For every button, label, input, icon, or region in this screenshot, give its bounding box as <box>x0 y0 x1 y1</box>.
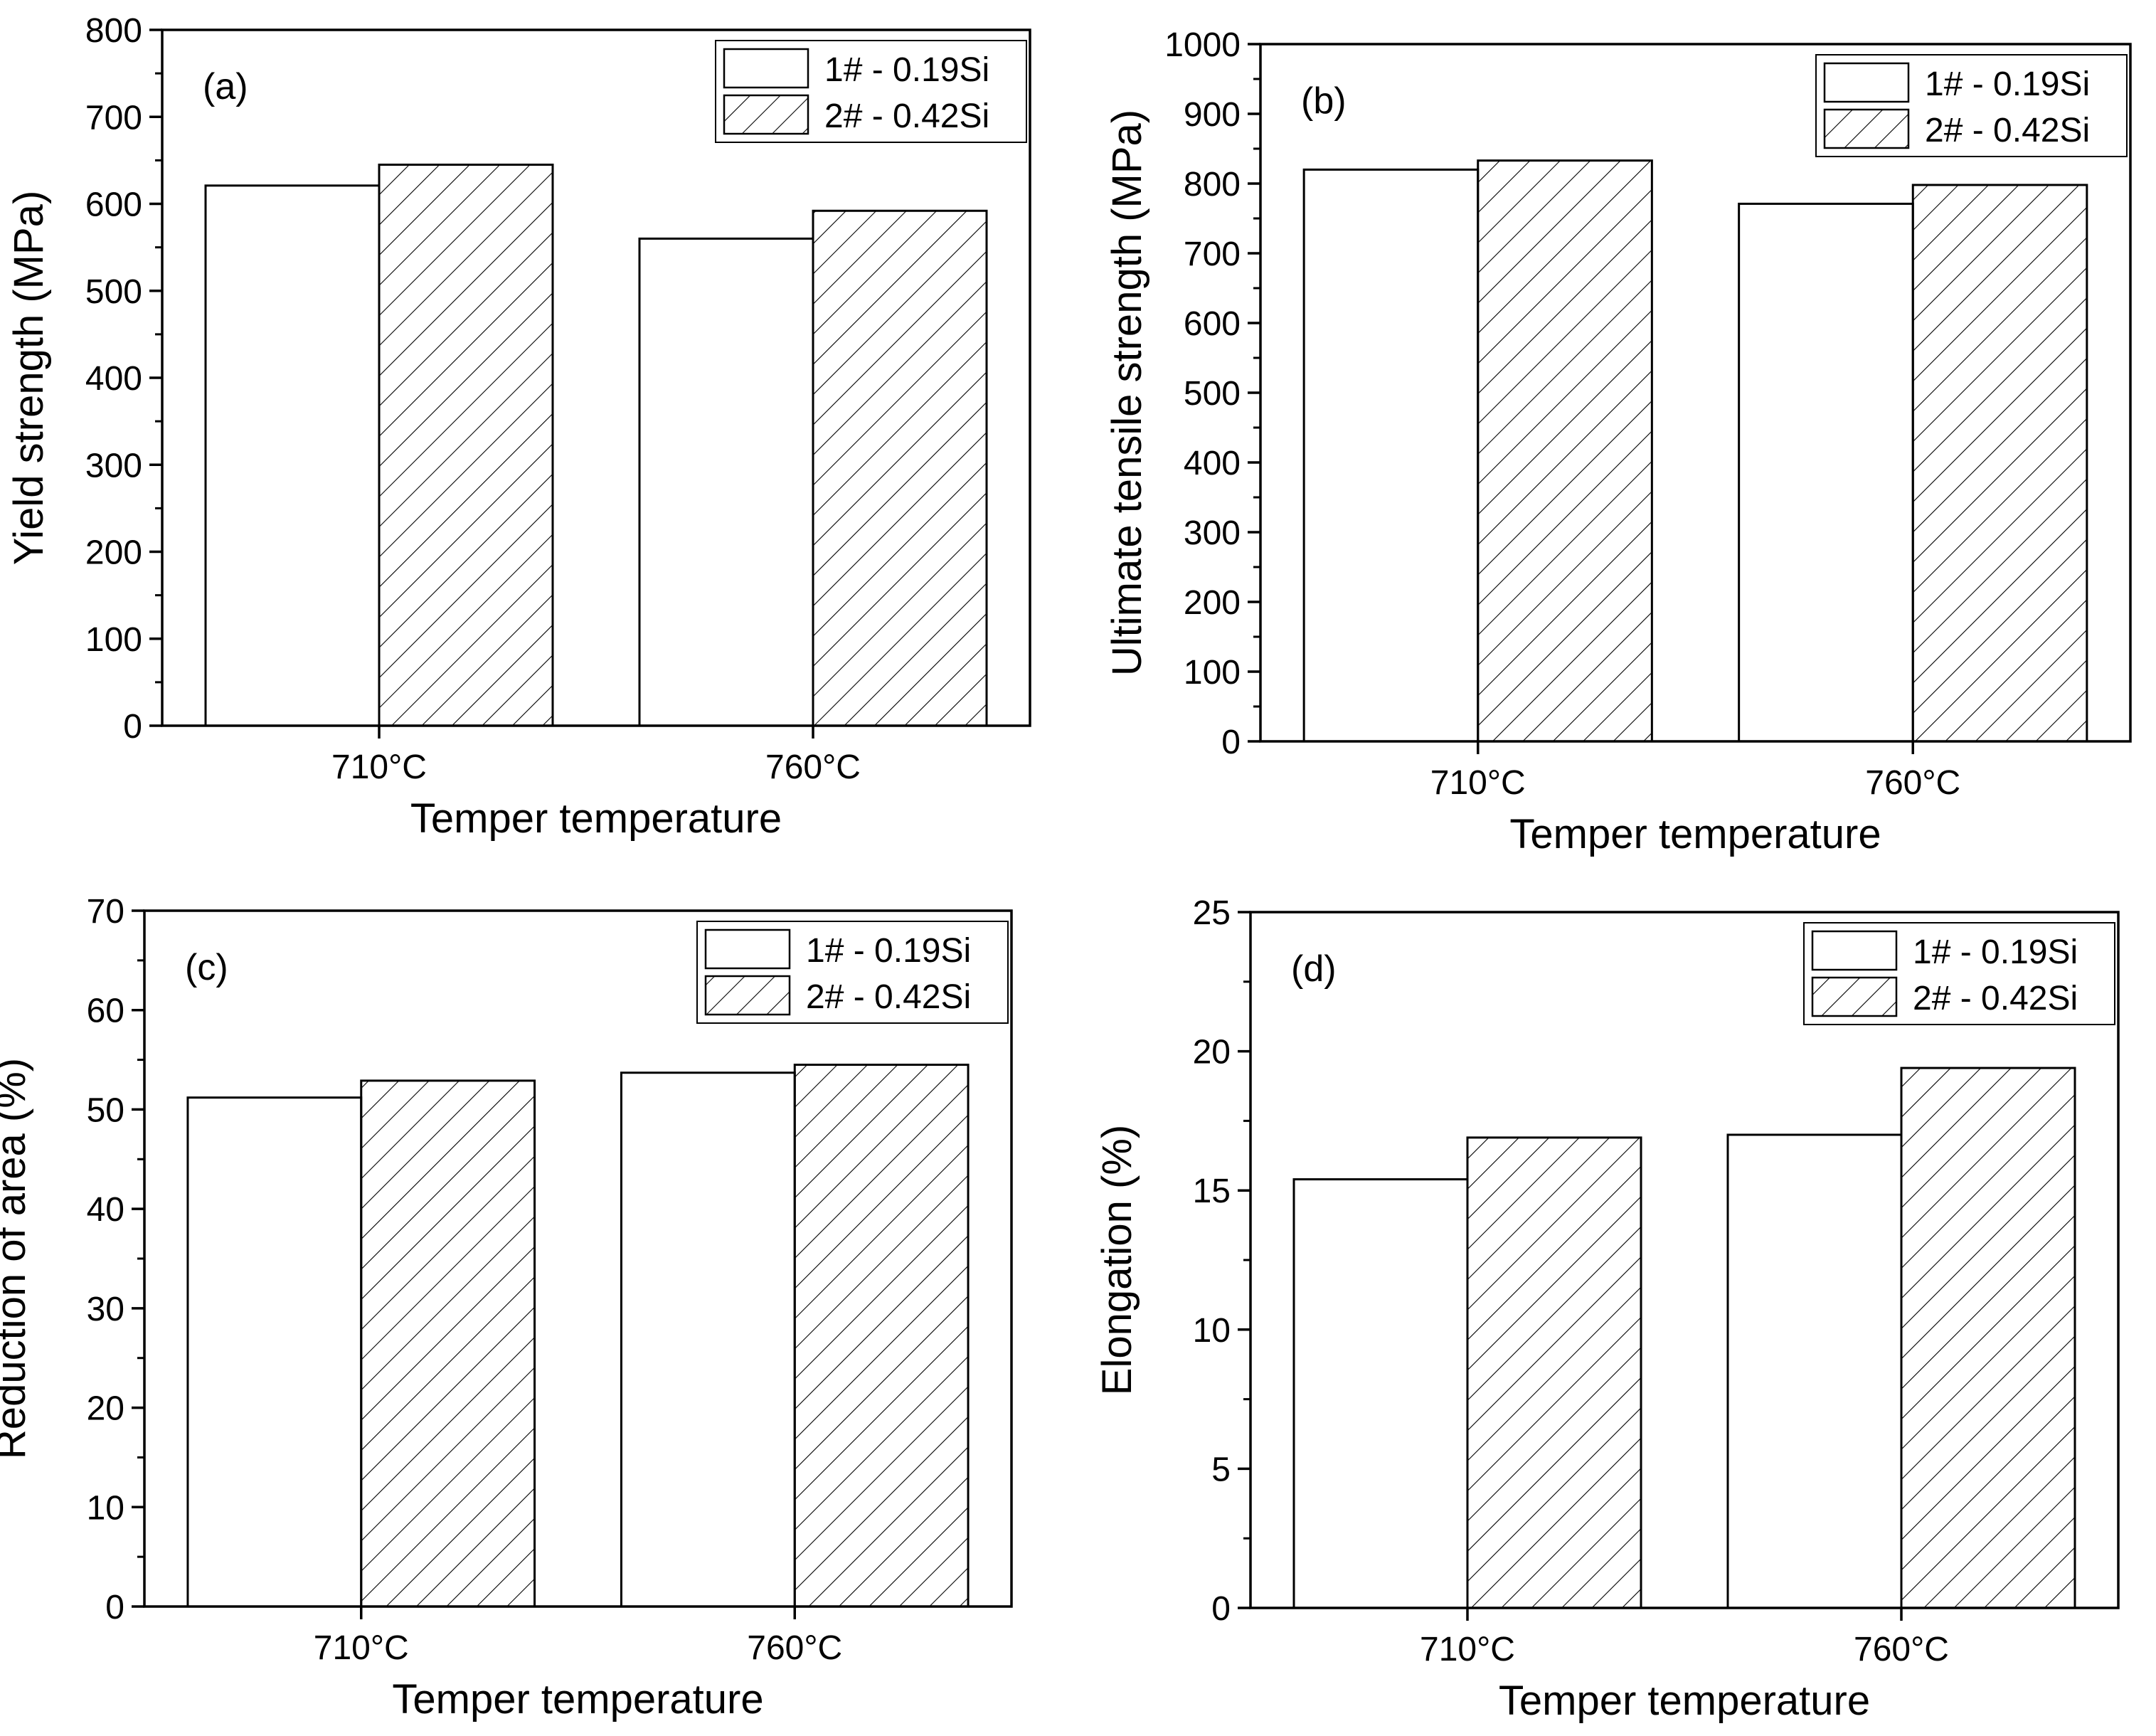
chart-panel-b: 0 100 200 300 400 500 600 700 800 900 1000 710°C 760… <box>1104 26 2132 857</box>
legend-label-1: 1# - 0.19Si <box>1925 65 2090 103</box>
legend-label-2: 2# - 0.42Si <box>806 978 971 1016</box>
bar-1# - 0.19Si-760°C <box>1738 202 1914 743</box>
bar-1# - 0.19Si-710°C <box>1302 168 1480 743</box>
x-tick-label: 710°C <box>331 748 427 786</box>
y-tick-label: 1000 <box>1164 26 1241 64</box>
y-tick-label: 20 <box>87 1390 124 1428</box>
y-tick-label: 30 <box>87 1291 124 1328</box>
y-tick-label: 50 <box>87 1091 124 1129</box>
y-tick-label: 40 <box>87 1191 124 1229</box>
y-axis-label: Ultimate tensile strength (MPa) <box>1104 110 1150 676</box>
bar-2# - 0.42Si-760°C <box>793 1064 970 1608</box>
x-axis-label: Temper temperature <box>392 1676 763 1722</box>
y-tick-label: 400 <box>85 360 142 398</box>
y-tick-label: 20 <box>1193 1034 1231 1071</box>
legend-label-2: 2# - 0.42Si <box>1925 112 2090 149</box>
legend: 1# - 0.19Si 2# - 0.42Si <box>715 40 1027 143</box>
y-tick-label: 600 <box>1184 305 1241 343</box>
bar-2# - 0.42Si-710°C <box>1466 1136 1642 1609</box>
chart-panel-c: 0 10 20 30 40 50 60 70 710°C 760°C Temper temperat… <box>0 893 1013 1722</box>
y-tick-label: 500 <box>85 273 142 311</box>
bar-1# - 0.19Si-760°C <box>1726 1133 1903 1609</box>
bar-1# - 0.19Si-760°C <box>620 1071 796 1608</box>
y-tick-label: 800 <box>1184 166 1241 203</box>
y-tick-label: 100 <box>85 621 142 659</box>
x-tick-label: 760°C <box>765 748 861 786</box>
bar-1# - 0.19Si-760°C <box>638 237 814 727</box>
x-axis-label: Temper temperature <box>410 795 782 842</box>
legend-swatch-2 <box>1823 108 1910 149</box>
y-tick-label: 700 <box>85 99 142 137</box>
legend-label-2: 2# - 0.42Si <box>824 97 989 135</box>
panel-label: (d) <box>1291 948 1337 990</box>
legend-swatch-1 <box>704 928 791 970</box>
panel-label: (c) <box>185 947 228 988</box>
y-tick-label: 25 <box>1193 894 1231 932</box>
y-tick-label: 10 <box>1193 1312 1231 1350</box>
y-tick-label: 15 <box>1193 1173 1231 1210</box>
y-tick-label: 100 <box>1184 654 1241 692</box>
legend-swatch-2 <box>704 975 791 1016</box>
y-axis-label: Reduction of area (%) <box>0 1058 34 1459</box>
y-tick-label: 0 <box>123 708 142 746</box>
y-tick-label: 60 <box>87 993 124 1030</box>
y-tick-label: 5 <box>1211 1451 1231 1488</box>
legend-label-1: 1# - 0.19Si <box>824 51 989 89</box>
chart-panel-a: 0 100 200 300 400 500 600 700 800 710°C 760°C Tempe… <box>6 12 1031 842</box>
bar-2# - 0.42Si-760°C <box>1900 1067 2076 1609</box>
legend-swatch-2 <box>723 94 809 135</box>
legend-label-1: 1# - 0.19Si <box>806 932 971 970</box>
x-tick-label: 760°C <box>747 1629 842 1667</box>
y-tick-label: 200 <box>1184 584 1241 622</box>
bar-1# - 0.19Si-710°C <box>1292 1178 1469 1609</box>
y-tick-label: 200 <box>85 534 142 572</box>
legend: 1# - 0.19Si 2# - 0.42Si <box>696 921 1009 1024</box>
chart-panel-d: 0 5 10 15 20 25 710°C 760°C Temper temperature El… <box>1094 894 2120 1724</box>
bar-2# - 0.42Si-710°C <box>1477 159 1653 743</box>
y-tick-label: 0 <box>1221 724 1241 761</box>
panel-label: (a) <box>203 66 248 107</box>
y-tick-label: 70 <box>87 893 124 931</box>
bar-2# - 0.42Si-710°C <box>360 1079 536 1608</box>
bar-1# - 0.19Si-710°C <box>204 184 381 727</box>
y-tick-label: 800 <box>85 12 142 50</box>
bar-2# - 0.42Si-760°C <box>1911 184 2088 743</box>
bar-2# - 0.42Si-710°C <box>378 163 554 727</box>
y-tick-label: 600 <box>85 186 142 224</box>
y-tick-label: 400 <box>1184 445 1241 482</box>
panel-label: (b) <box>1301 80 1347 122</box>
y-tick-label: 900 <box>1184 96 1241 134</box>
legend-swatch-1 <box>1811 930 1898 971</box>
y-tick-label: 0 <box>105 1589 124 1626</box>
x-tick-label: 710°C <box>314 1629 409 1667</box>
y-axis-label: Elongation (%) <box>1094 1125 1140 1395</box>
y-tick-label: 700 <box>1184 235 1241 273</box>
y-tick-label: 500 <box>1184 375 1241 413</box>
x-tick-label: 760°C <box>1854 1631 1949 1668</box>
x-tick-label: 710°C <box>1430 764 1526 802</box>
y-tick-label: 300 <box>1184 514 1241 552</box>
legend-swatch-2 <box>1811 976 1898 1017</box>
legend-label-2: 2# - 0.42Si <box>1913 980 2078 1017</box>
legend-label-1: 1# - 0.19Si <box>1913 933 2078 971</box>
x-axis-label: Temper temperature <box>1509 811 1881 857</box>
x-tick-label: 760°C <box>1865 764 1960 802</box>
y-tick-label: 300 <box>85 447 142 485</box>
legend: 1# - 0.19Si 2# - 0.42Si <box>1803 922 2115 1025</box>
legend-swatch-1 <box>723 48 809 89</box>
y-axis-label: Yield strength (MPa) <box>6 191 52 566</box>
x-axis-label: Temper temperature <box>1499 1678 1870 1724</box>
legend-swatch-1 <box>1823 62 1910 103</box>
legend: 1# - 0.19Si 2# - 0.42Si <box>1815 54 2128 157</box>
x-tick-label: 710°C <box>1420 1631 1515 1668</box>
y-tick-label: 0 <box>1211 1590 1231 1628</box>
bar-1# - 0.19Si-710°C <box>186 1096 363 1608</box>
y-tick-label: 10 <box>87 1489 124 1527</box>
bar-2# - 0.42Si-760°C <box>812 209 988 727</box>
